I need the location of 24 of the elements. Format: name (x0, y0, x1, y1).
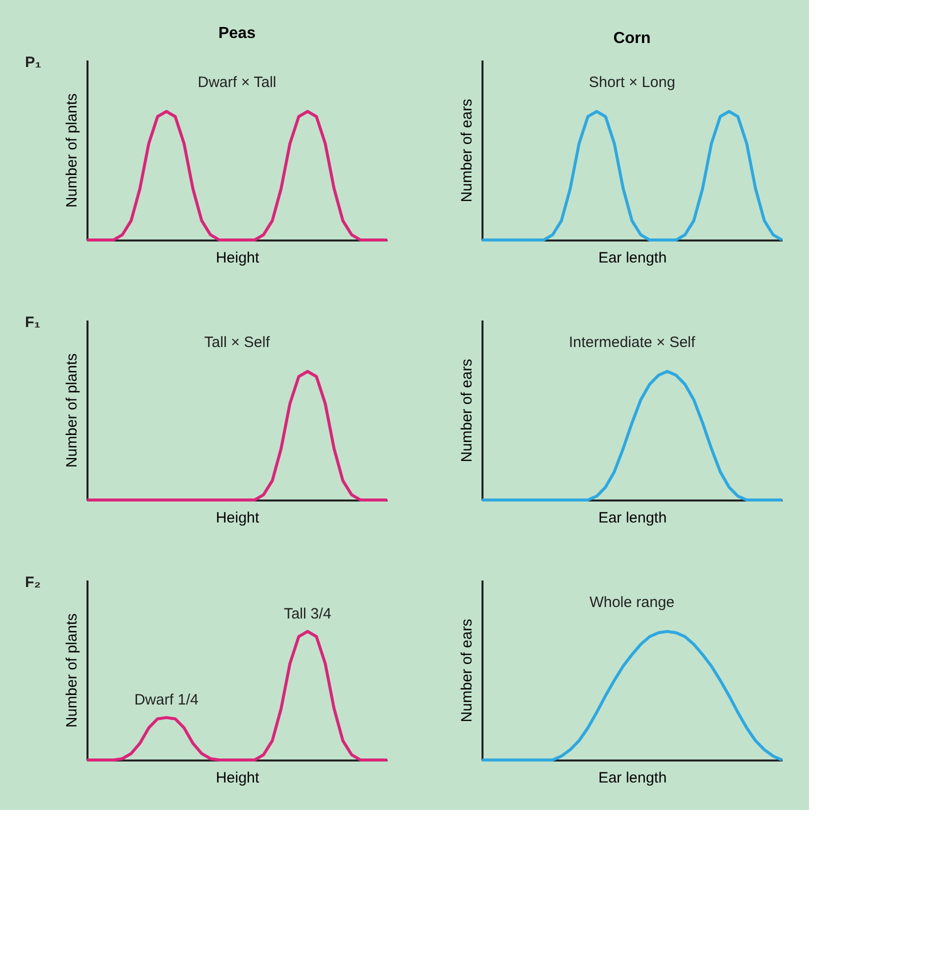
x-axis-title: Height (216, 510, 260, 526)
chart-subtitle: F₁ (25, 314, 40, 331)
text: Short × Long (588, 74, 676, 91)
text: Whole range (589, 594, 675, 611)
y-axis-title: Number of plants (64, 93, 80, 208)
y-axis-title: Number of plants (64, 613, 80, 728)
chart-title: Corn (613, 30, 651, 47)
text: Dwarf × Tall (198, 74, 276, 91)
annotation: Dwarf 1/4 (134, 692, 199, 709)
text: Tall 3/4 (284, 605, 332, 622)
chart-subtitle: P₁ (25, 54, 42, 71)
text: Intermediate × Self (568, 334, 696, 351)
x-axis-title: Ear length (598, 510, 667, 526)
y-axis-title: Number of ears (458, 358, 476, 462)
x-axis-title: Height (216, 250, 260, 266)
chart-subtitle: F₂ (25, 574, 41, 591)
chart-title: Peas (218, 25, 256, 42)
y-axis-title: Number of plants (64, 353, 80, 468)
x-axis-title: Height (216, 770, 260, 786)
y-axis-title: Number of ears (458, 618, 476, 722)
text: Tall × Self (204, 334, 271, 351)
y-axis-title: Number of ears (458, 98, 476, 202)
x-axis-title: Ear length (598, 250, 667, 266)
x-axis-title: Ear length (598, 770, 667, 786)
